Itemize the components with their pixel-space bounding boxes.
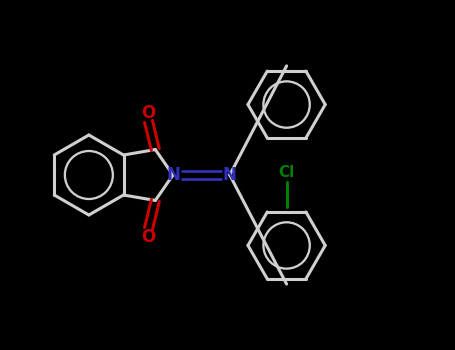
Text: Cl: Cl — [278, 165, 295, 180]
Text: O: O — [142, 228, 156, 246]
Text: O: O — [142, 104, 156, 122]
Text: N: N — [223, 166, 237, 184]
Text: N: N — [166, 166, 180, 184]
